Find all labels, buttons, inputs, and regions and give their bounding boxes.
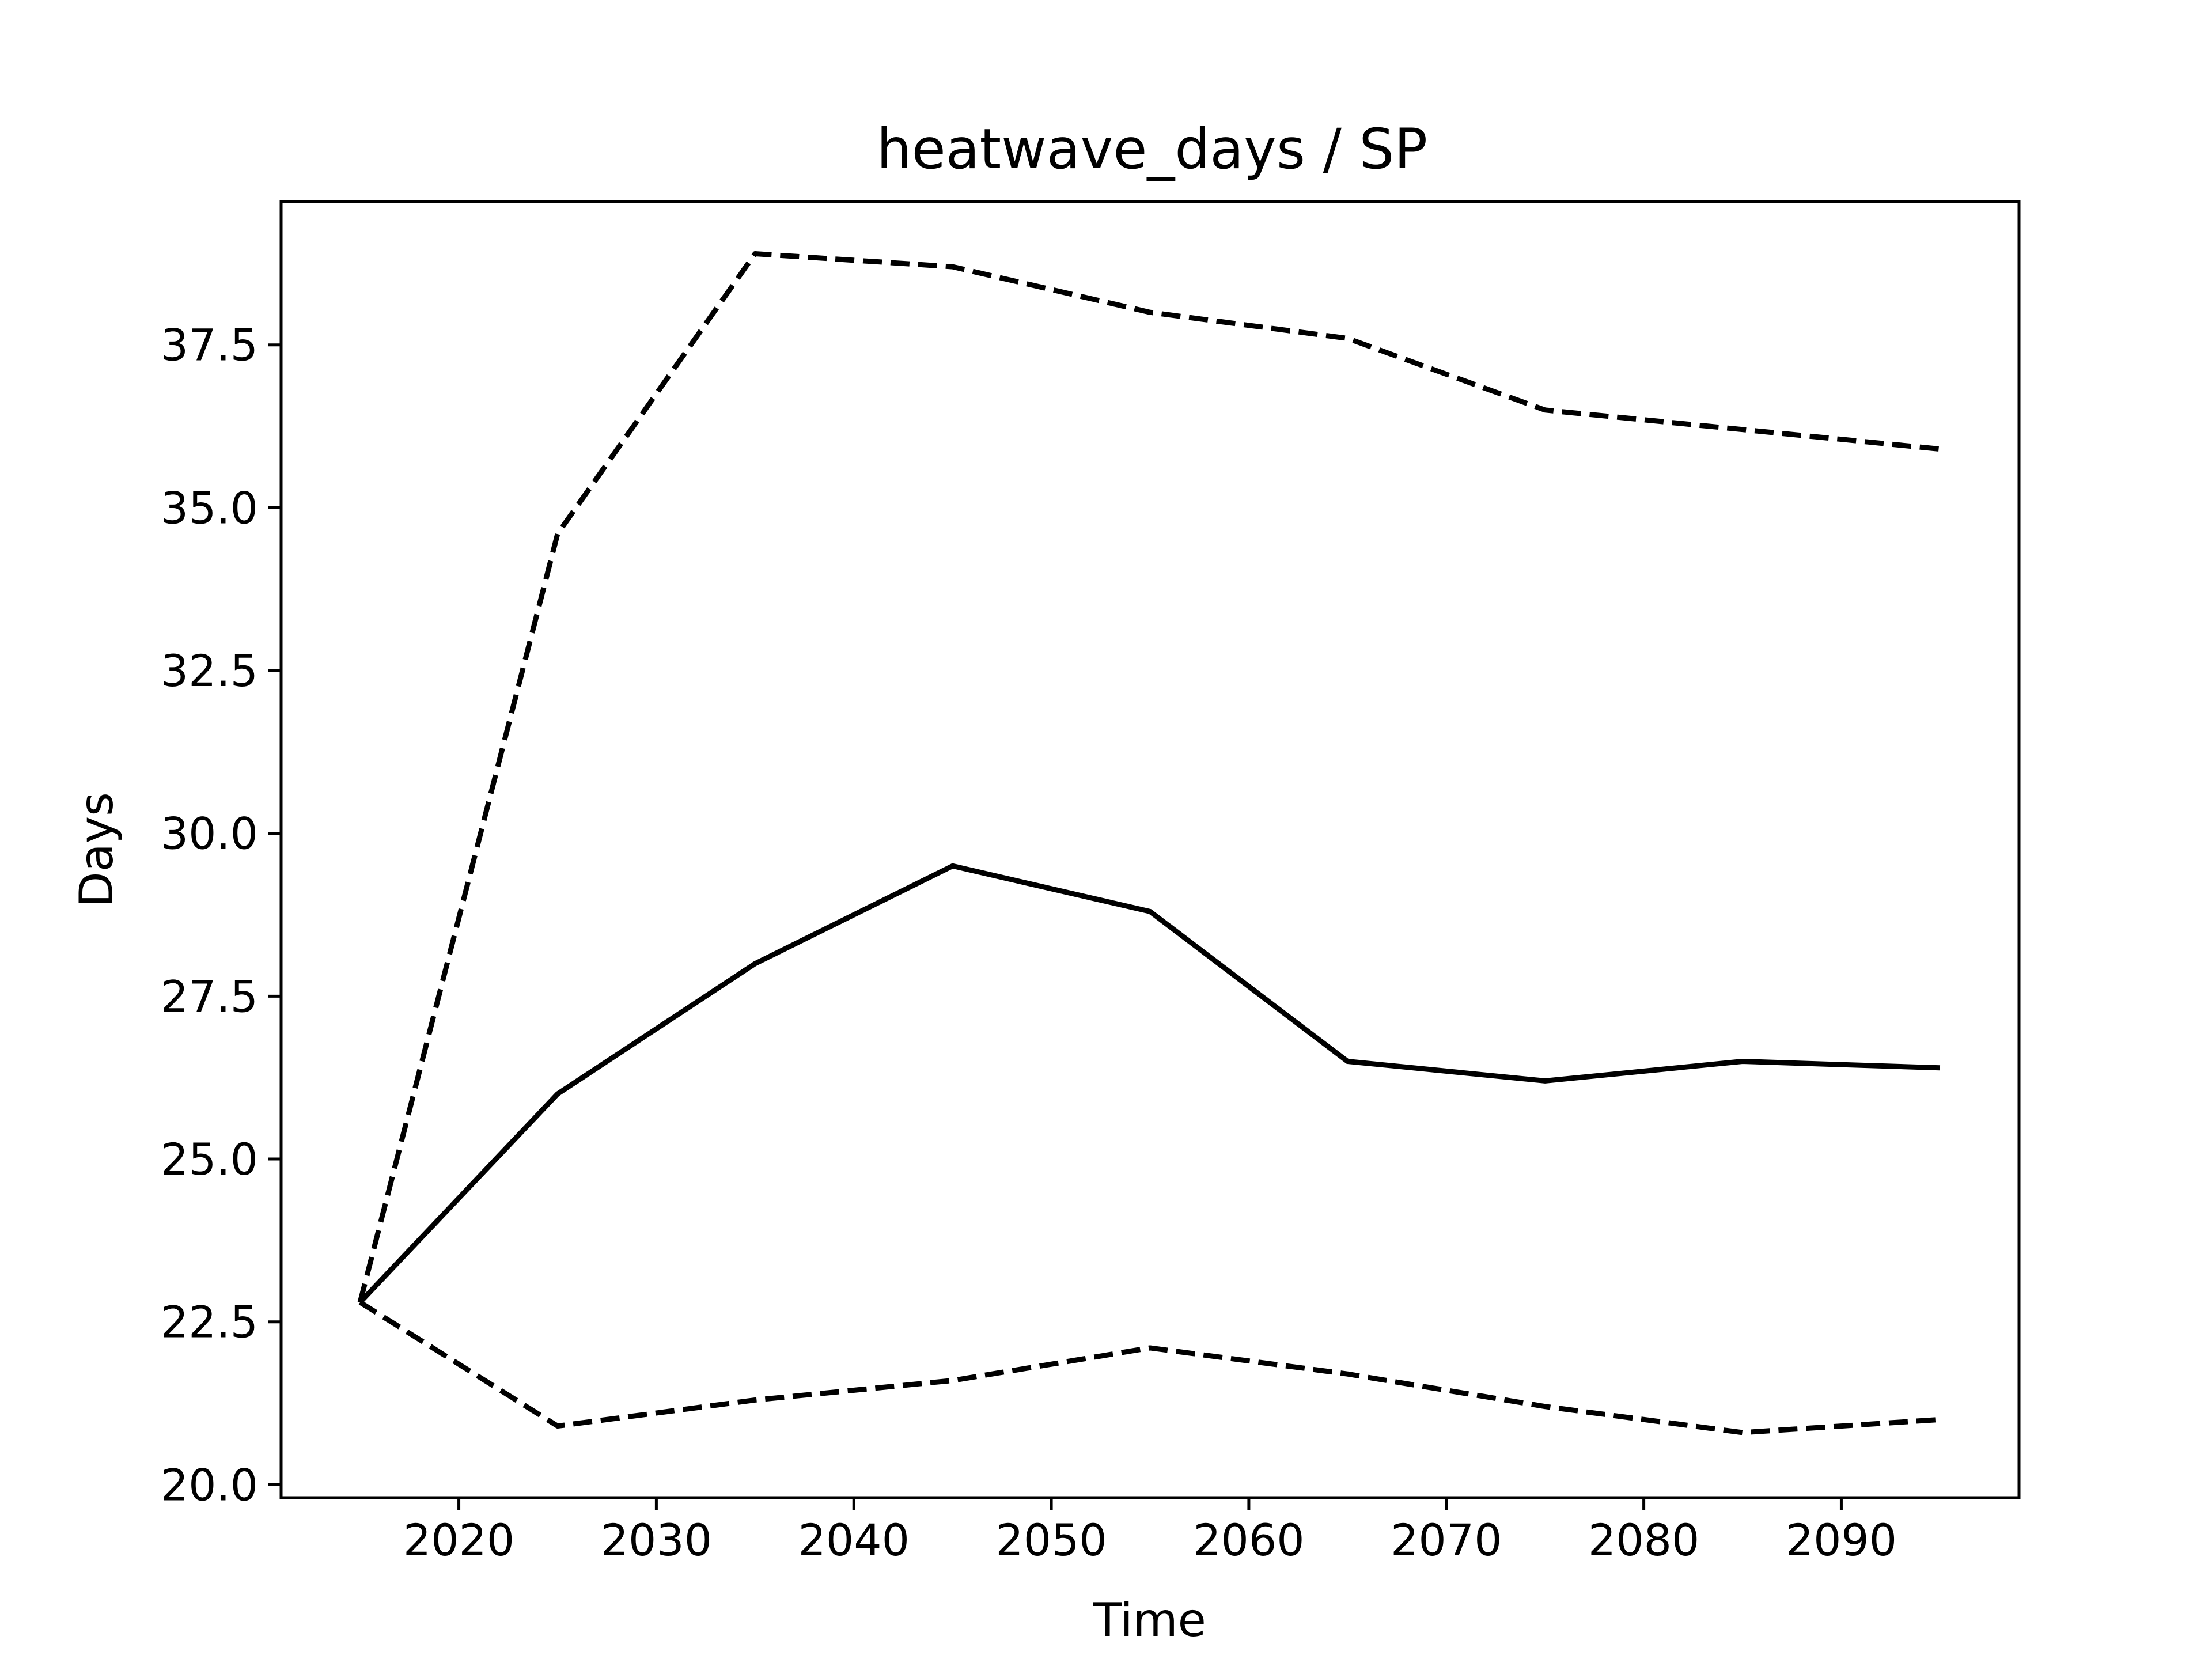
plot-frame bbox=[279, 200, 2021, 1499]
central-solid-line bbox=[358, 863, 1941, 1304]
x-tick-label: 2070 bbox=[1391, 1514, 1502, 1566]
x-tick-label: 2050 bbox=[995, 1514, 1107, 1566]
y-axis: 20.0 22.5 25.0 27.5 30.0 32.5 35.0 37.5 bbox=[161, 320, 281, 1510]
y-tick-label: 20.0 bbox=[161, 1459, 258, 1510]
y-tick-label: 32.5 bbox=[161, 645, 258, 696]
x-axis: 2020 2030 2040 2050 2060 2070 2080 2090 bbox=[403, 1498, 1897, 1566]
upper-bound-dashed-line bbox=[357, 251, 1941, 1303]
y-axis-label: Days bbox=[70, 792, 123, 907]
lower-bound-dashed-line bbox=[358, 1300, 1941, 1435]
y-tick-label: 27.5 bbox=[161, 971, 258, 1022]
x-tick-label: 2090 bbox=[1786, 1514, 1897, 1566]
x-tick-label: 2040 bbox=[798, 1514, 910, 1566]
x-tick-label: 2030 bbox=[601, 1514, 712, 1566]
y-tick-label: 25.0 bbox=[161, 1134, 258, 1185]
y-tick-label: 30.0 bbox=[161, 808, 258, 859]
x-tick-label: 2020 bbox=[403, 1514, 514, 1566]
x-tick-label: 2060 bbox=[1193, 1514, 1304, 1566]
chart-title: heatwave_days / SP bbox=[877, 117, 1427, 181]
y-tick-label: 22.5 bbox=[161, 1297, 258, 1348]
x-tick-label: 2080 bbox=[1588, 1514, 1699, 1566]
plot-series bbox=[357, 251, 1941, 1435]
x-axis-label: Time bbox=[1093, 1593, 1206, 1647]
y-tick-label: 35.0 bbox=[161, 482, 258, 533]
y-tick-label: 37.5 bbox=[161, 320, 258, 371]
